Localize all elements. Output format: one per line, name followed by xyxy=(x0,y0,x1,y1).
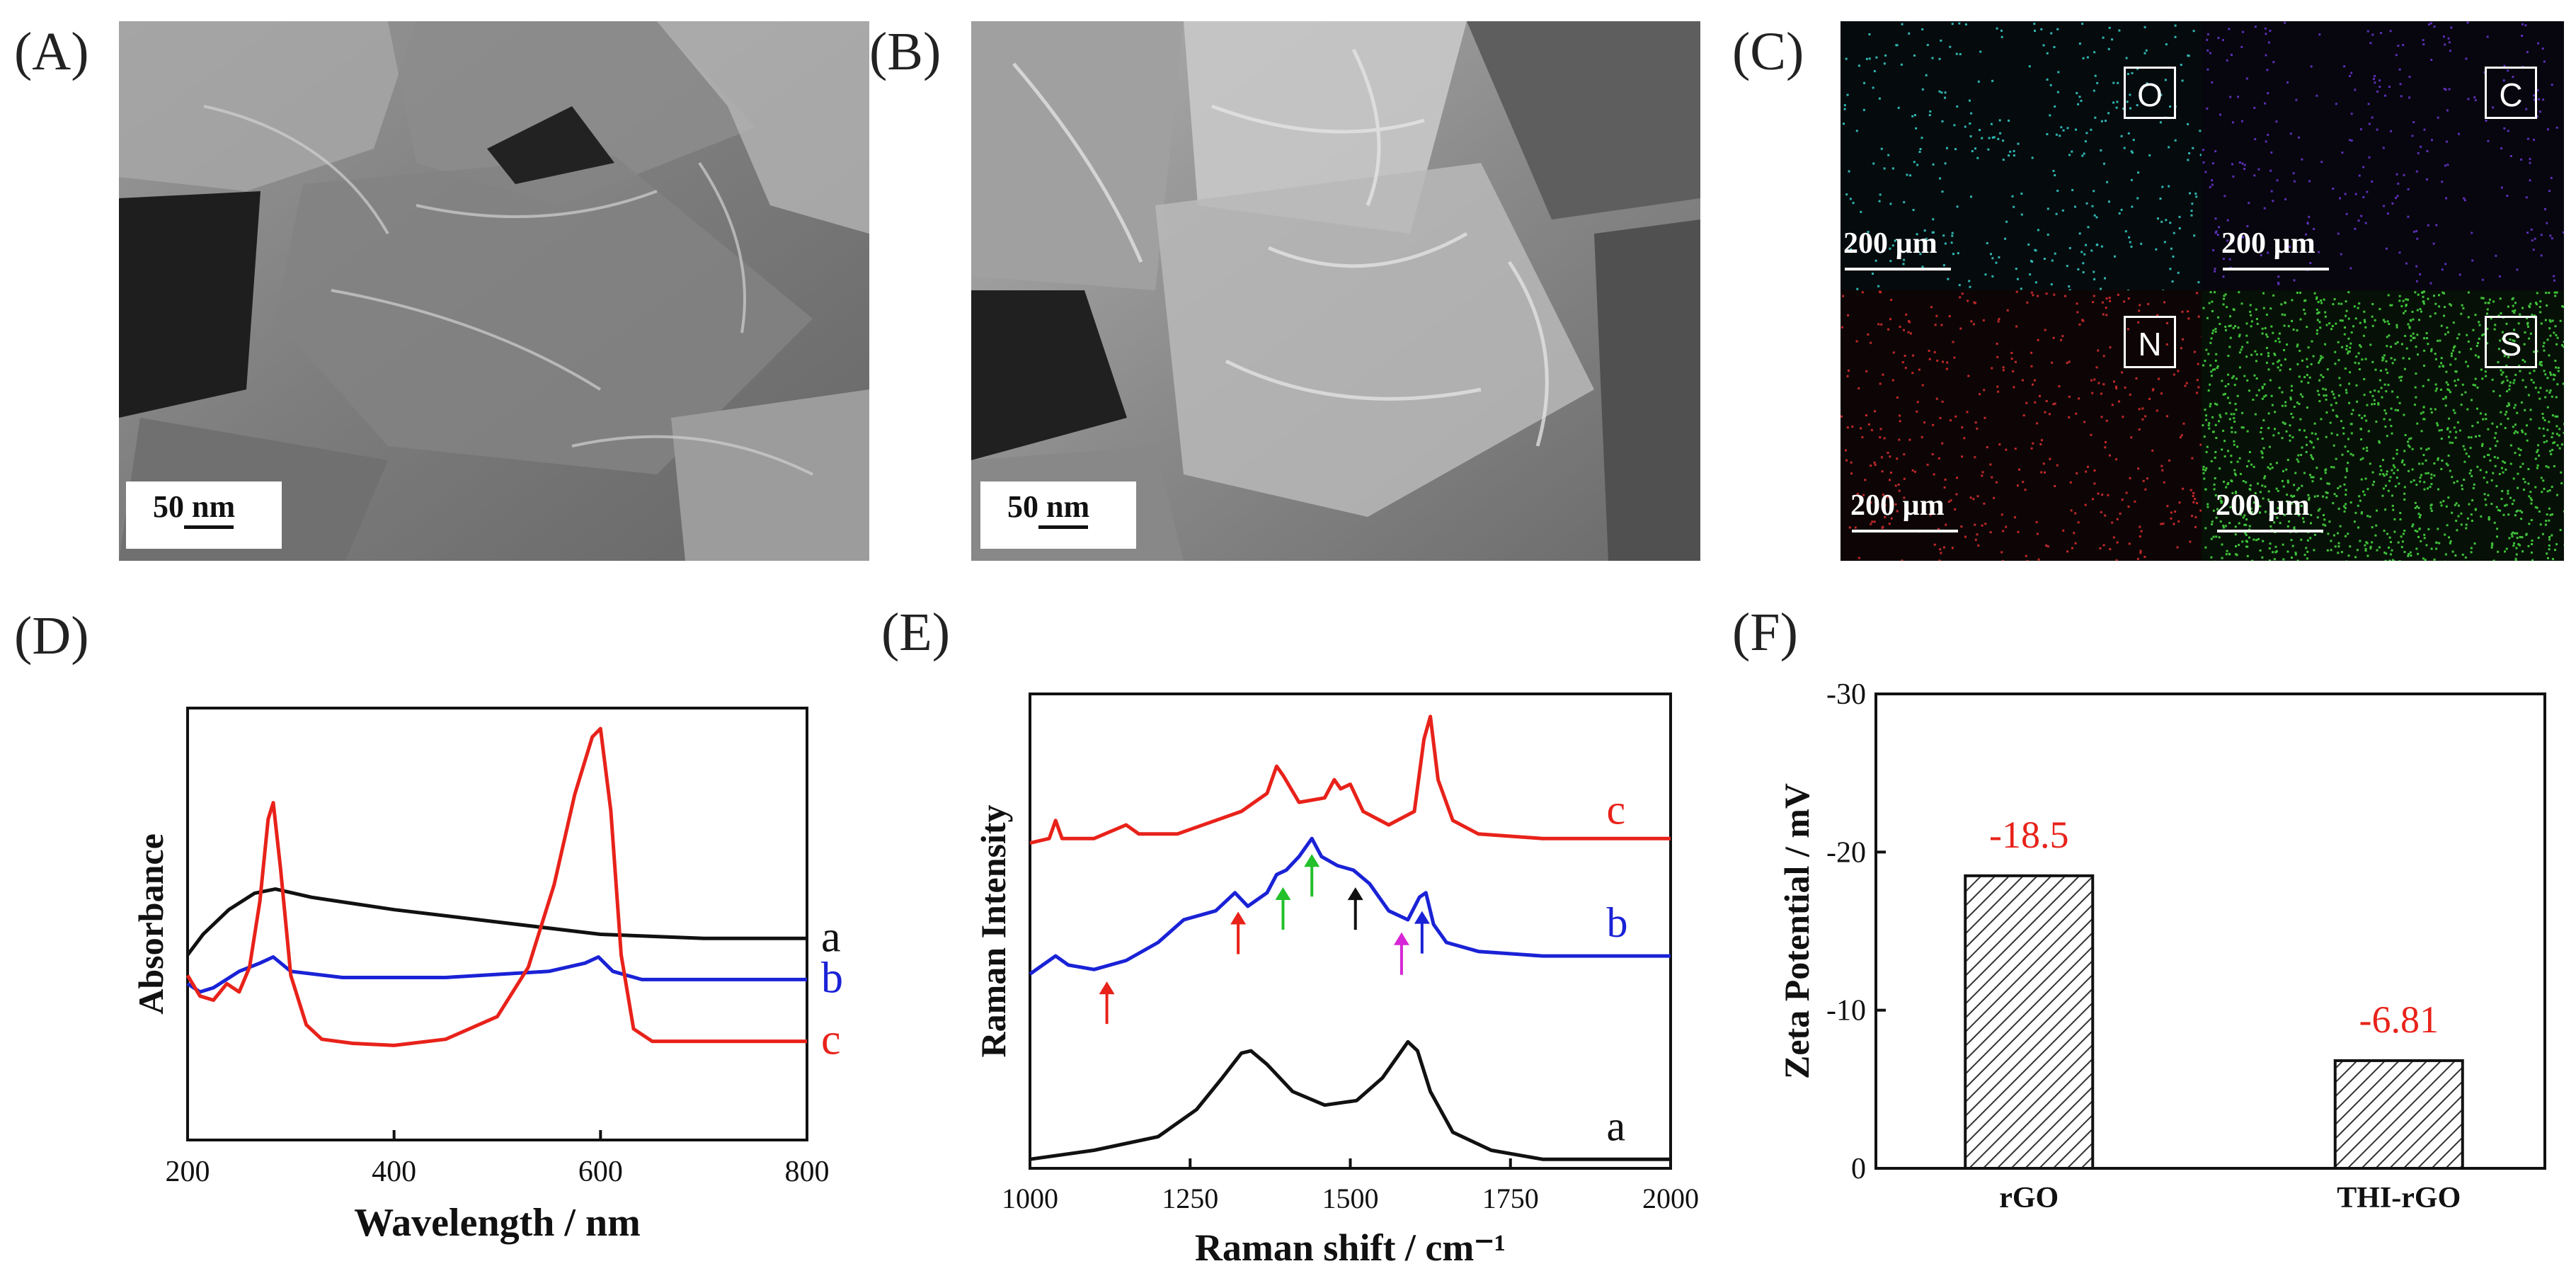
eds-map-o-dots xyxy=(1843,22,2202,290)
eds-dot-cloud xyxy=(1841,290,2202,561)
peak-arrow xyxy=(1099,981,1115,1025)
y-axis-label-e: Raman Intensity xyxy=(973,805,1013,1058)
bar-rGO xyxy=(1964,874,2095,1170)
peak-arrow xyxy=(1304,854,1320,897)
bar-THI-rGO xyxy=(2333,1059,2464,1170)
eds-map-n-dots xyxy=(1841,290,2202,561)
eds-map-o: O 200 µm xyxy=(1841,21,2202,290)
eds-map-c-scale-line xyxy=(2223,268,2329,270)
peak-arrow xyxy=(1393,932,1409,975)
y-tick-label-f: -20 xyxy=(1826,836,1866,869)
eds-dot-cloud xyxy=(2202,21,2564,285)
eds-map-n-scale-label: 200 µm xyxy=(1850,489,1945,522)
eds-dot-cloud xyxy=(1843,22,2202,290)
x-tick-label-e: 1500 xyxy=(1322,1182,1379,1214)
y-axis-label-f: Zeta Potential / mV xyxy=(1784,783,1816,1079)
y-tick-label-f: 0 xyxy=(1851,1153,1866,1185)
eds-map-n-scale-line xyxy=(1852,530,1958,532)
series-line-c xyxy=(185,726,807,1047)
x-tick-label-d: 800 xyxy=(785,1156,830,1188)
panel-label-c: (C) xyxy=(1732,22,1804,81)
series-line-a xyxy=(1029,1039,1671,1161)
plot-frame-f xyxy=(1874,693,2546,1170)
scale-bar-a-line xyxy=(184,525,234,529)
eds-map-c-scale-label: 200 µm xyxy=(2221,227,2315,260)
chart-zeta: 0 -10 -20 -30 Zeta Potential / mV -18.5 rGO -6.… xyxy=(1784,680,2546,1214)
x-tick-label-d: 200 xyxy=(166,1156,210,1188)
chart-uv-vis: 200 400 600 800 Wavelength / nm Absorbance abc xyxy=(131,707,843,1245)
scale-bar-a: 50 nm xyxy=(126,481,282,549)
peak-arrow xyxy=(1414,911,1430,954)
eds-map-o-scale: 200 µm xyxy=(1843,227,1951,270)
eds-map-s-tag: S xyxy=(2485,316,2537,368)
eds-map-s-scale-line xyxy=(2217,530,2323,532)
x-tick-label-d: 400 xyxy=(372,1156,416,1188)
y-tick-label-f: -30 xyxy=(1826,680,1866,711)
category-label: rGO xyxy=(1999,1182,2059,1214)
panel-label-a: (A) xyxy=(14,22,89,81)
series-line-b xyxy=(186,955,807,994)
series-label-a: a xyxy=(1607,1102,1626,1149)
eds-map-c-dots xyxy=(2202,21,2564,285)
peak-arrow xyxy=(1347,887,1363,930)
scale-bar-b-label: 50 nm xyxy=(1007,489,1090,524)
series-line-b xyxy=(1029,836,1671,976)
sem-texture-a xyxy=(119,21,869,561)
eds-map-c-scale: 200 µm xyxy=(2221,227,2329,270)
eds-map-n-tag: N xyxy=(2124,316,2176,368)
chart-raman: 1000 1250 1500 1750 2000 Raman shift / cm⁻¹ Ra… xyxy=(973,693,1699,1267)
x-tick-label-d: 600 xyxy=(578,1156,623,1188)
series-label-c: c xyxy=(821,1016,841,1064)
scale-bar-b-line xyxy=(1038,525,1088,529)
peak-arrow xyxy=(1275,887,1291,930)
eds-map-s: S 200 µm xyxy=(2202,290,2564,561)
y-axis-label-d: Absorbance xyxy=(131,833,171,1015)
eds-map-c: C 200 µm xyxy=(2202,21,2564,290)
eds-map-o-scale-line xyxy=(1845,268,1951,270)
eds-map-n-scale: 200 µm xyxy=(1850,489,1958,532)
series-label-a: a xyxy=(821,913,841,961)
eds-map-o-scale-label: 200 µm xyxy=(1843,227,1937,260)
panel-label-b: (B) xyxy=(869,22,941,81)
y-tick-label-f: -10 xyxy=(1826,995,1866,1027)
scale-bar-b: 50 nm xyxy=(980,481,1136,549)
sem-texture-b xyxy=(971,21,1700,561)
panel-label-f: (F) xyxy=(1732,603,1798,662)
x-axis-label-e: Raman shift / cm⁻¹ xyxy=(1195,1226,1506,1267)
series-label-b: b xyxy=(1607,899,1628,946)
scale-bar-a-label: 50 nm xyxy=(153,489,236,524)
series-line-a xyxy=(186,887,807,957)
plot-frame-e xyxy=(1029,693,1672,1170)
eds-map-s-scale-label: 200 µm xyxy=(2216,489,2310,522)
panel-label-e: (E) xyxy=(881,603,951,662)
series-label-b: b xyxy=(821,954,843,1002)
eds-map-n: N 200 µm xyxy=(1841,290,2202,561)
x-tick-label-e: 1250 xyxy=(1162,1182,1218,1214)
eds-map-s-scale: 200 µm xyxy=(2216,489,2323,532)
series-label-c: c xyxy=(1607,787,1626,833)
bar-value-label: -6.81 xyxy=(2359,998,2439,1041)
x-tick-label-e: 1000 xyxy=(1002,1182,1058,1214)
eds-map-c-tag: C xyxy=(2485,67,2537,119)
eds-map-o-tag: O xyxy=(2124,67,2176,119)
sem-image-b xyxy=(971,21,1700,561)
sem-image-a xyxy=(119,21,869,561)
x-axis-label-d: Wavelength / nm xyxy=(354,1201,640,1245)
x-tick-label-e: 2000 xyxy=(1642,1182,1699,1214)
plot-frame-d xyxy=(186,707,808,1141)
bar-value-label: -18.5 xyxy=(1989,814,2068,856)
series-line-c xyxy=(1029,714,1671,845)
peak-arrow xyxy=(1230,911,1247,954)
panel-label-d: (D) xyxy=(14,606,89,666)
x-tick-label-e: 1750 xyxy=(1482,1182,1539,1214)
category-label: THI-rGO xyxy=(2337,1182,2461,1214)
